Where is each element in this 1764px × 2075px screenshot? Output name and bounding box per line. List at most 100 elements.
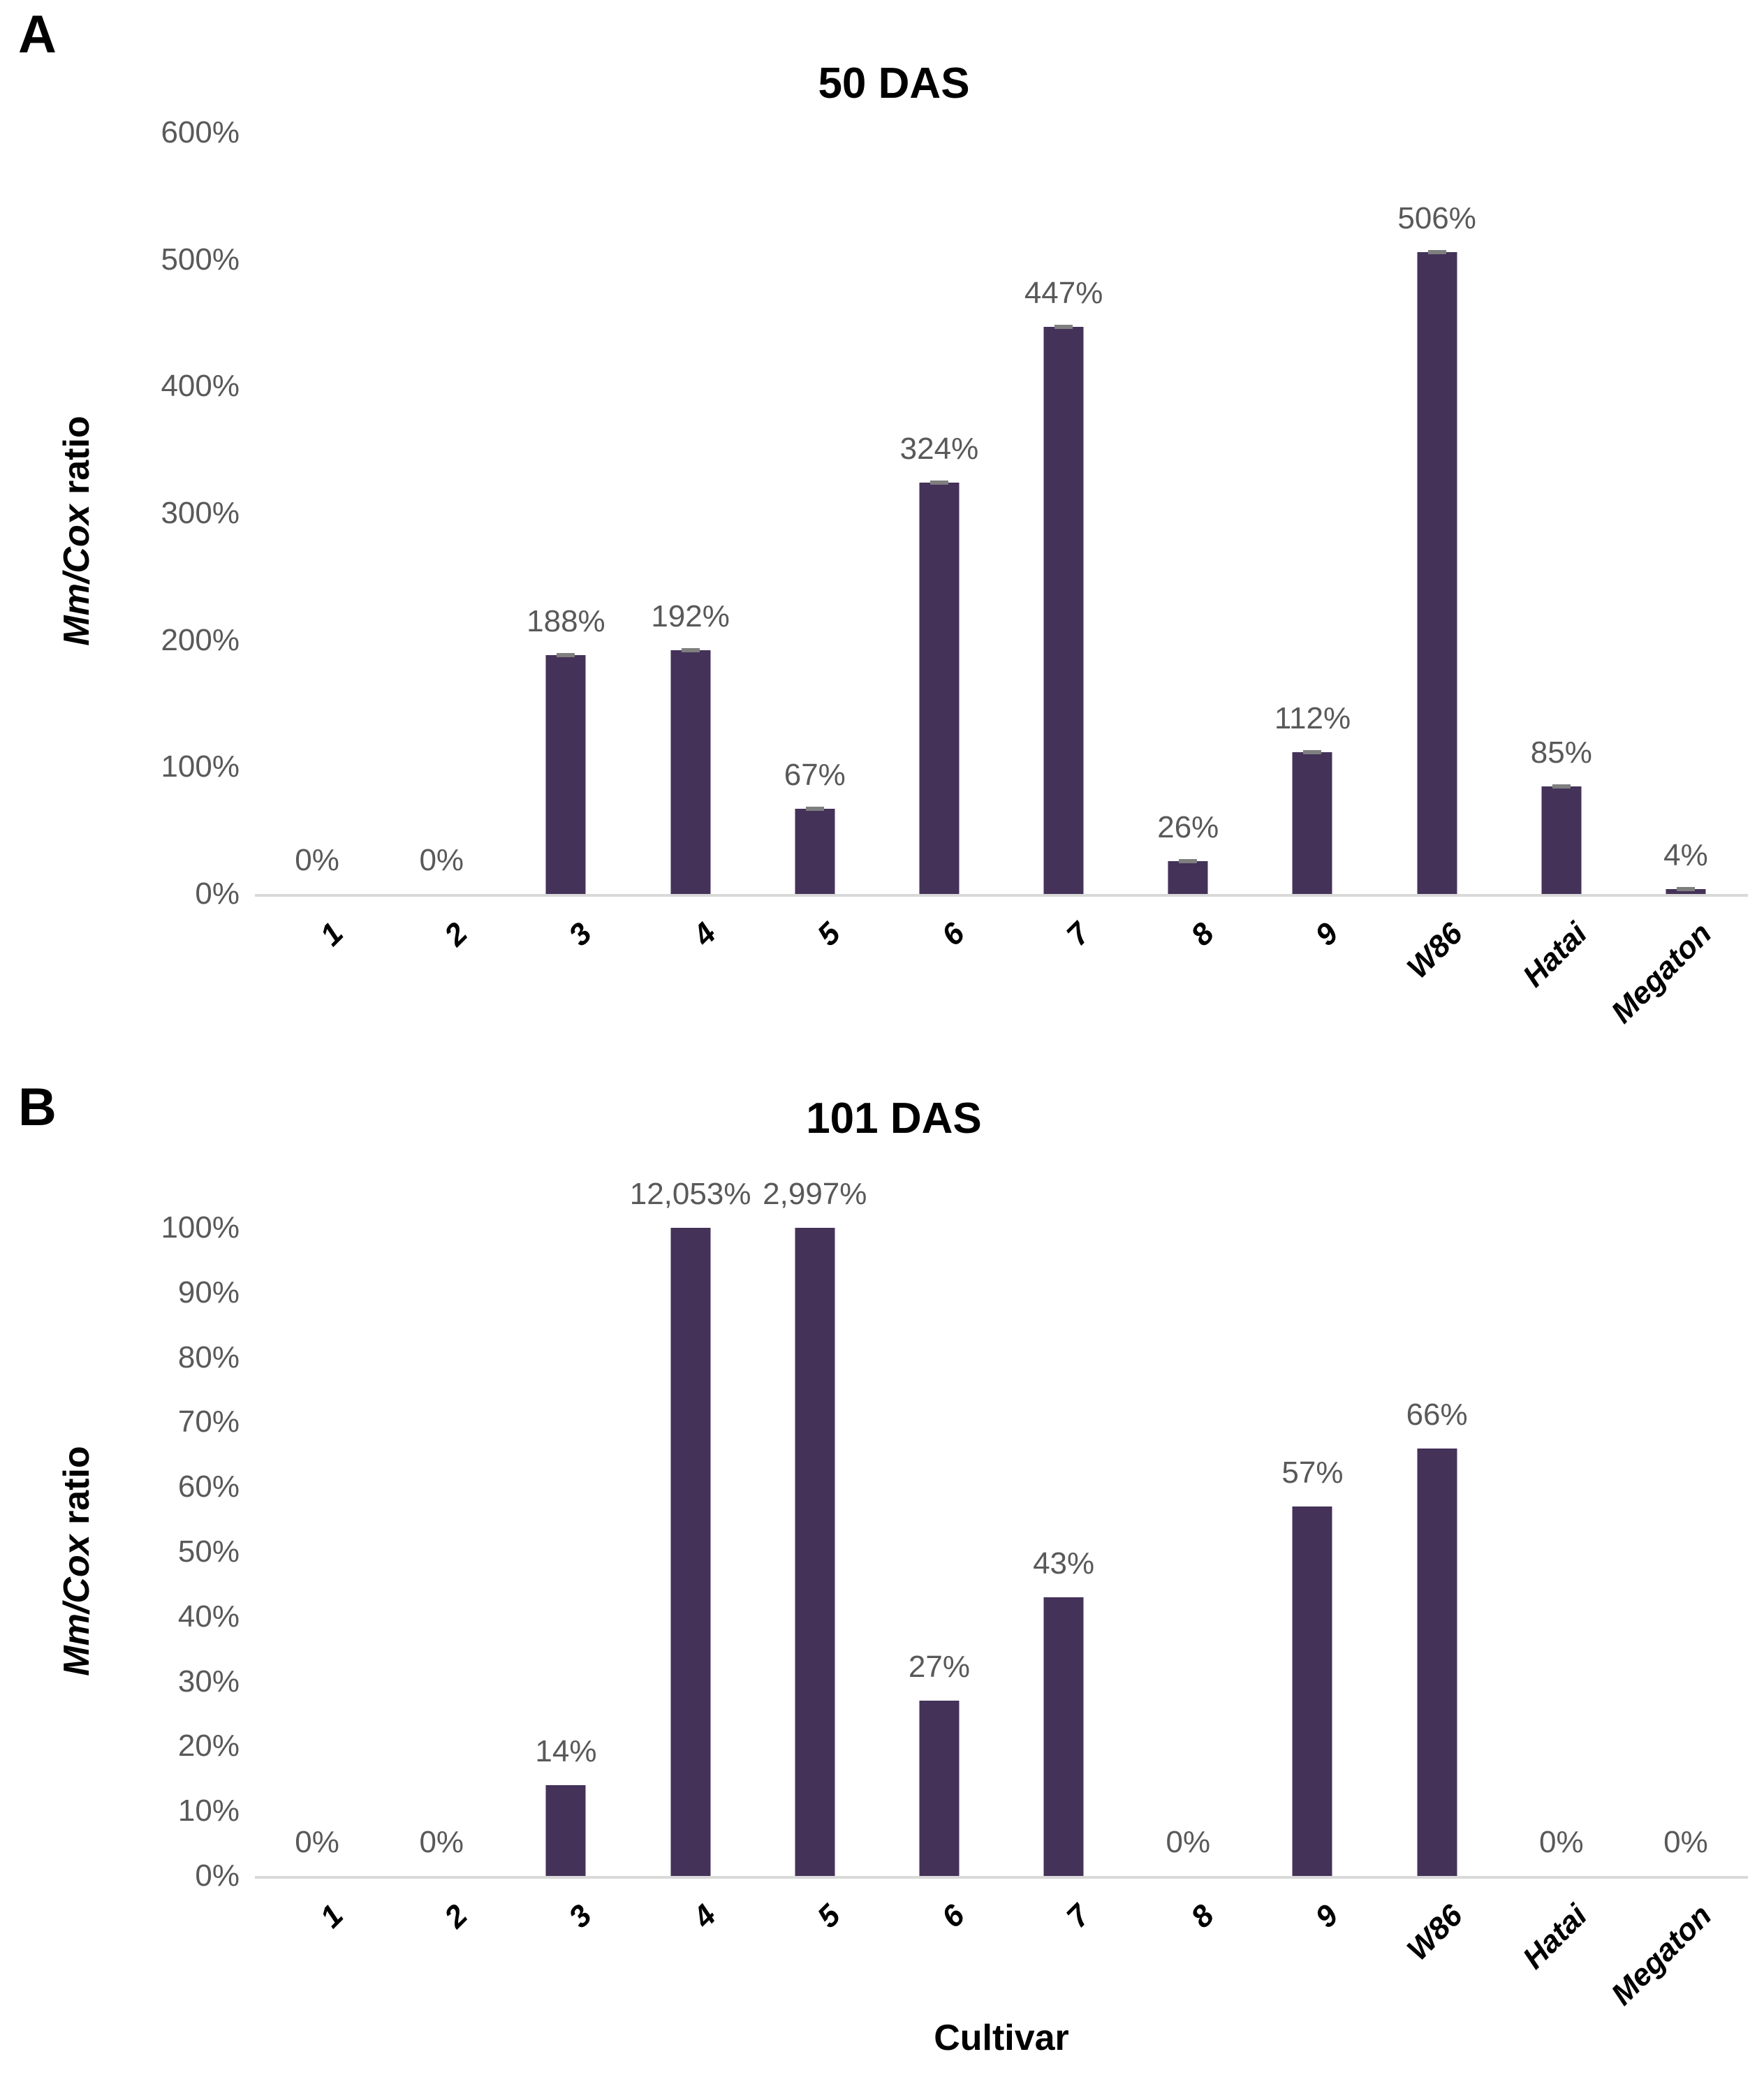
bar-value-label: 67% bbox=[784, 758, 846, 793]
bar-slot: 85% Hatai bbox=[1499, 133, 1624, 994]
bar-value-label: 43% bbox=[1033, 1546, 1095, 1581]
bar-slot: 12,053% 4 bbox=[629, 1179, 753, 1935]
bar-value-label: 2,997% bbox=[763, 1177, 867, 1211]
error-bar-cap bbox=[929, 481, 948, 485]
y-axis-title-regular-part: ratio bbox=[57, 416, 97, 505]
bar-slot: 67% 5 bbox=[753, 133, 877, 953]
bar-slot: 43% 7 bbox=[1001, 1228, 1126, 1934]
bar-value-label: 0% bbox=[419, 1825, 464, 1859]
bar-value-label: 188% bbox=[527, 604, 605, 639]
x-tick-label-5: 5 bbox=[811, 916, 848, 953]
bar-value-label: 0% bbox=[295, 1825, 339, 1859]
x-tick-label-1: 1 bbox=[313, 916, 350, 953]
bar-7 bbox=[1043, 326, 1084, 894]
y-tick-label: 90% bbox=[177, 1275, 240, 1310]
chart-a-title: 50 DAS bbox=[818, 59, 970, 108]
x-tick-label-2: 2 bbox=[437, 916, 474, 953]
bar-slot: 2,997% 5 bbox=[753, 1179, 877, 1935]
bar-9 bbox=[1292, 1506, 1332, 1876]
chart-b-plot-area: 100% 90% 80% 70% 60% 50% 40% 30% 20% 10% 0% 0% 1 0% 2… bbox=[161, 1179, 1748, 2012]
y-tick-label: 300% bbox=[161, 496, 240, 530]
bar-value-label: 447% bbox=[1024, 275, 1103, 310]
y-tick-label: 40% bbox=[177, 1599, 240, 1634]
bar-value-label: 4% bbox=[1663, 837, 1708, 872]
y-tick-label: 400% bbox=[161, 369, 240, 404]
x-tick-label-9: 9 bbox=[1309, 916, 1345, 953]
y-axis-title-italic-part: Mm/Cox bbox=[57, 1534, 97, 1676]
chart-b-y-axis: 100% 90% 80% 70% 60% 50% 40% 30% 20% 10% 0% bbox=[94, 1212, 255, 1891]
error-bar-cap bbox=[1427, 249, 1446, 254]
bar-slot: 0% 2 bbox=[379, 133, 504, 953]
error-bar-cap bbox=[1054, 324, 1073, 329]
bar-value-label: 57% bbox=[1281, 1456, 1344, 1490]
bar-slot: 506% W86 bbox=[1375, 133, 1499, 985]
bar-value-label: 0% bbox=[295, 843, 339, 877]
y-tick-label: 500% bbox=[161, 242, 240, 277]
x-tick-label-W86: W86 bbox=[1400, 916, 1470, 985]
bar-3 bbox=[545, 1785, 586, 1876]
bar-slot: 0% Megaton bbox=[1605, 1228, 1748, 2012]
bar-3 bbox=[545, 655, 586, 894]
bar-slot: 0% 2 bbox=[379, 1228, 504, 1935]
bar-value-label: 12,053% bbox=[629, 1177, 751, 1211]
y-tick-label: 10% bbox=[177, 1794, 240, 1828]
y-tick-label: 0% bbox=[195, 1858, 240, 1893]
chart-a-bars: 0% 1 0% 2 188% 3 192% 4 67% 5 324% 6 447% 7 26% 8 112% 9 5… bbox=[255, 133, 1748, 1029]
x-tick-label-6: 6 bbox=[935, 916, 972, 953]
bar-4 bbox=[670, 650, 711, 894]
bar-6 bbox=[919, 1701, 960, 1876]
x-tick-label-9: 9 bbox=[1309, 1898, 1345, 1935]
bar-value-label: 0% bbox=[1166, 1825, 1211, 1859]
bar-value-label: 0% bbox=[419, 843, 464, 877]
bar-value-label: 14% bbox=[535, 1734, 597, 1769]
chart-a-y-axis-title: Mm/Cox ratio bbox=[56, 416, 98, 645]
x-tick-label-2: 2 bbox=[437, 1898, 474, 1935]
y-tick-label: 80% bbox=[177, 1340, 240, 1374]
bar-5 bbox=[795, 1228, 835, 1876]
bar-8 bbox=[1168, 860, 1208, 894]
bar-value-label: 85% bbox=[1530, 735, 1592, 770]
y-tick-label: 70% bbox=[177, 1405, 240, 1439]
bar-slot: 66% W86 bbox=[1375, 1228, 1499, 1967]
bar-value-label: 192% bbox=[651, 599, 730, 634]
bar-slot: 324% 6 bbox=[877, 133, 1001, 953]
y-tick-label: 200% bbox=[161, 622, 240, 657]
chart-b-bars: 0% 1 0% 2 14% 3 12,053% 4 2,997% 5 27% 6 43% 7 0% 8 57% 9… bbox=[255, 1179, 1748, 2012]
x-tick-label-4: 4 bbox=[686, 1898, 723, 1935]
y-tick-label: 100% bbox=[161, 1210, 240, 1245]
chart-b-y-axis-title: Mm/Cox ratio bbox=[56, 1446, 98, 1676]
error-bar-cap bbox=[557, 653, 575, 658]
x-tick-label-3: 3 bbox=[562, 1898, 598, 1935]
bar-value-label: 27% bbox=[908, 1650, 970, 1685]
bar-slot: 27% 6 bbox=[877, 1228, 1001, 1935]
bar-9 bbox=[1292, 751, 1332, 894]
x-tick-label-8: 8 bbox=[1184, 1898, 1221, 1935]
bar-value-label: 0% bbox=[1663, 1825, 1708, 1859]
chart-a-plot-area: 600% 500% 400% 300% 200% 100% 0% 0% 1 0% 2 188% 3 19… bbox=[161, 117, 1748, 1029]
y-axis-title-italic-part: Mm/Cox bbox=[57, 504, 97, 646]
bar-6 bbox=[919, 483, 960, 894]
bar-slot: 4% Megaton bbox=[1605, 133, 1748, 1029]
bar-value-label: 66% bbox=[1406, 1397, 1468, 1432]
bar-slot: 112% 9 bbox=[1250, 133, 1374, 953]
bar-Megaton bbox=[1666, 888, 1706, 894]
x-tick-label-Megaton: Megaton bbox=[1604, 916, 1719, 1030]
x-tick-label-W86: W86 bbox=[1400, 1898, 1470, 1967]
x-tick-label-4: 4 bbox=[686, 916, 723, 953]
x-tick-label-Megaton: Megaton bbox=[1604, 1898, 1719, 2012]
bar-slot: 0% 1 bbox=[255, 133, 379, 953]
bar-value-label: 112% bbox=[1274, 701, 1351, 735]
bar-slot: 0% 1 bbox=[255, 1228, 379, 1935]
chart-b-x-axis-title: Cultivar bbox=[934, 2018, 1069, 2058]
bar-slot: 447% 7 bbox=[1001, 133, 1126, 952]
bar-value-label: 506% bbox=[1397, 200, 1476, 235]
x-tick-label-5: 5 bbox=[811, 1898, 848, 1935]
bar-7 bbox=[1043, 1597, 1084, 1876]
x-tick-label-3: 3 bbox=[562, 916, 598, 953]
bar-slot: 26% 8 bbox=[1126, 133, 1250, 953]
y-axis-title-regular-part: ratio bbox=[57, 1446, 97, 1535]
bar-value-label: 324% bbox=[899, 432, 979, 467]
chart-b-title: 101 DAS bbox=[806, 1094, 982, 1143]
x-tick-label-6: 6 bbox=[935, 1898, 972, 1935]
